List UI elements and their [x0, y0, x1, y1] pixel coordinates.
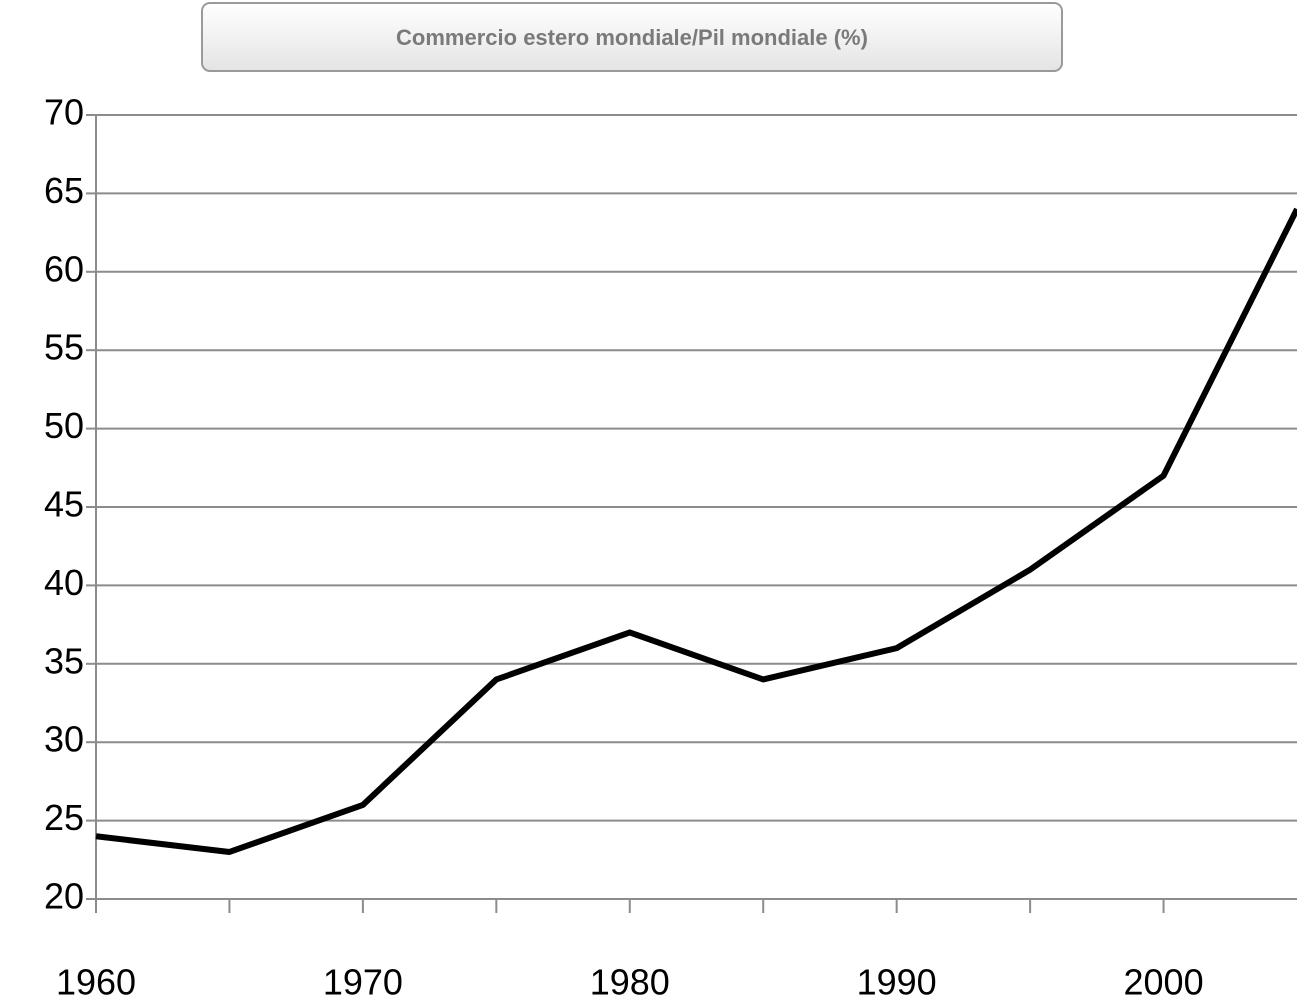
- title-box: [201, 2, 1063, 72]
- y-tick-label: 70: [44, 92, 84, 133]
- x-tick-label: 1990: [857, 962, 937, 1003]
- y-tick-label: 60: [44, 248, 84, 289]
- y-tick-label: 30: [44, 719, 84, 760]
- chart-title: Commercio estero mondiale/Pil mondiale (…: [396, 25, 868, 50]
- y-tick-label: 35: [44, 640, 84, 681]
- x-tick-label: 1980: [590, 962, 670, 1003]
- y-tick-label: 65: [44, 170, 84, 211]
- line-series: [95, 207, 1297, 855]
- y-tick-label: 55: [44, 327, 84, 368]
- y-tick-label: 20: [44, 876, 84, 917]
- x-tick-label: 1960: [56, 962, 136, 1003]
- y-tick-label: 45: [44, 484, 84, 525]
- y-tick-label: 40: [44, 562, 84, 603]
- x-tick-label: 2000: [1124, 962, 1204, 1003]
- y-tick-label: 50: [44, 405, 84, 446]
- y-tick-label: 25: [44, 797, 84, 838]
- x-tick-label: 1970: [323, 962, 403, 1003]
